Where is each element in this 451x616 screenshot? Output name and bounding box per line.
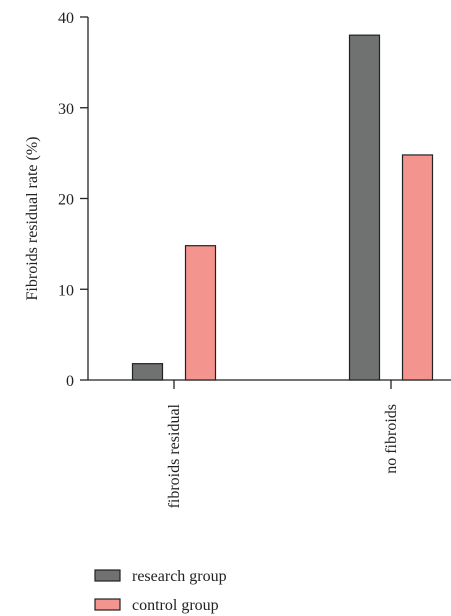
legend: research group control group <box>94 568 227 614</box>
legend-swatch <box>94 598 121 611</box>
category-label: no fibroids <box>383 404 400 474</box>
category-label: fibroids residual <box>166 403 183 508</box>
legend-label: research group <box>132 568 227 585</box>
y-axis: 0 10 20 30 40 <box>58 10 89 390</box>
bar-research-group-no-fibroids <box>348 34 381 381</box>
y-tick-label: 20 <box>58 192 74 209</box>
bar-research-group-fibroids-residual <box>131 363 164 381</box>
y-tick-label: 40 <box>58 10 74 27</box>
legend-label: control group <box>132 597 219 614</box>
x-axis: fibroids residual no fibroids <box>88 379 451 508</box>
legend-swatch <box>94 569 121 582</box>
bar-control-group-fibroids-residual <box>184 245 217 381</box>
y-tick-label: 0 <box>66 373 74 390</box>
bars <box>131 34 434 381</box>
y-tick-label: 10 <box>58 282 74 299</box>
y-tick-label: 30 <box>58 101 74 118</box>
y-axis-title: Fibroids residual rate (%) <box>24 137 41 301</box>
bar-control-group-no-fibroids <box>401 154 434 381</box>
